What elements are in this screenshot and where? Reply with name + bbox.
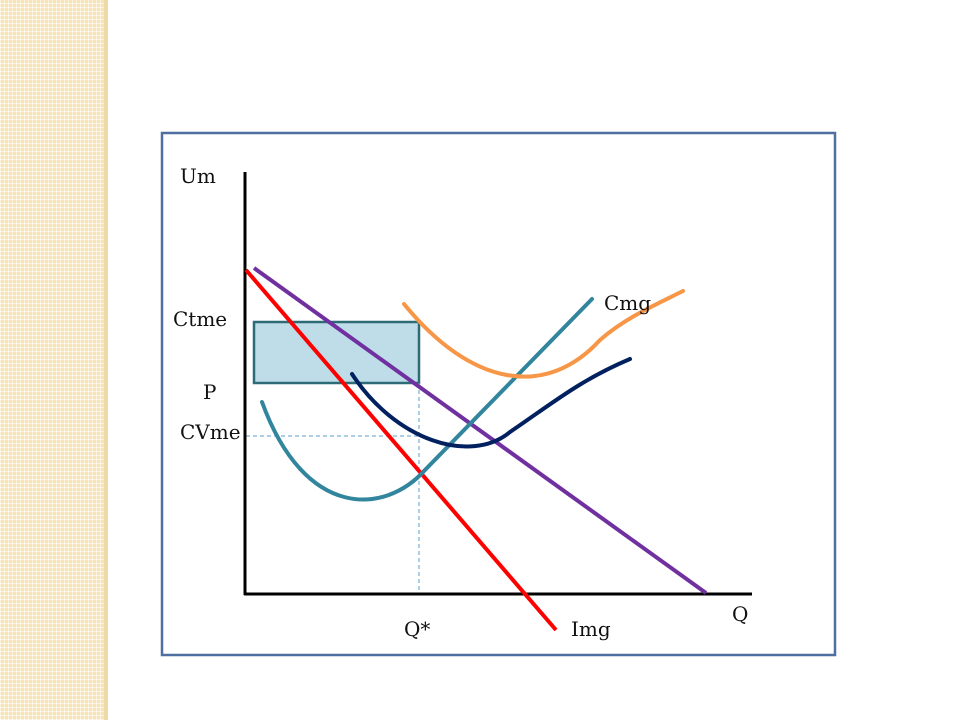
demand-curve xyxy=(252,266,708,595)
cmg-label: Cmg xyxy=(604,291,651,315)
cvme-curve xyxy=(350,357,632,449)
decorative-side-strip xyxy=(0,0,104,720)
x-axis-label: Q xyxy=(732,602,748,626)
ctme-label: Ctme xyxy=(173,307,227,331)
y-axis-label: Um xyxy=(180,164,216,188)
side-strip-edge xyxy=(104,0,108,720)
p-label: P xyxy=(203,380,216,404)
cvme-label: CVme xyxy=(180,420,241,444)
diagram-frame xyxy=(160,131,837,657)
qstar-label: Q* xyxy=(404,617,430,641)
img-curve xyxy=(244,268,558,632)
img-label: Img xyxy=(571,617,611,641)
ctme-curve xyxy=(402,289,685,379)
cmg-curve xyxy=(260,297,594,502)
